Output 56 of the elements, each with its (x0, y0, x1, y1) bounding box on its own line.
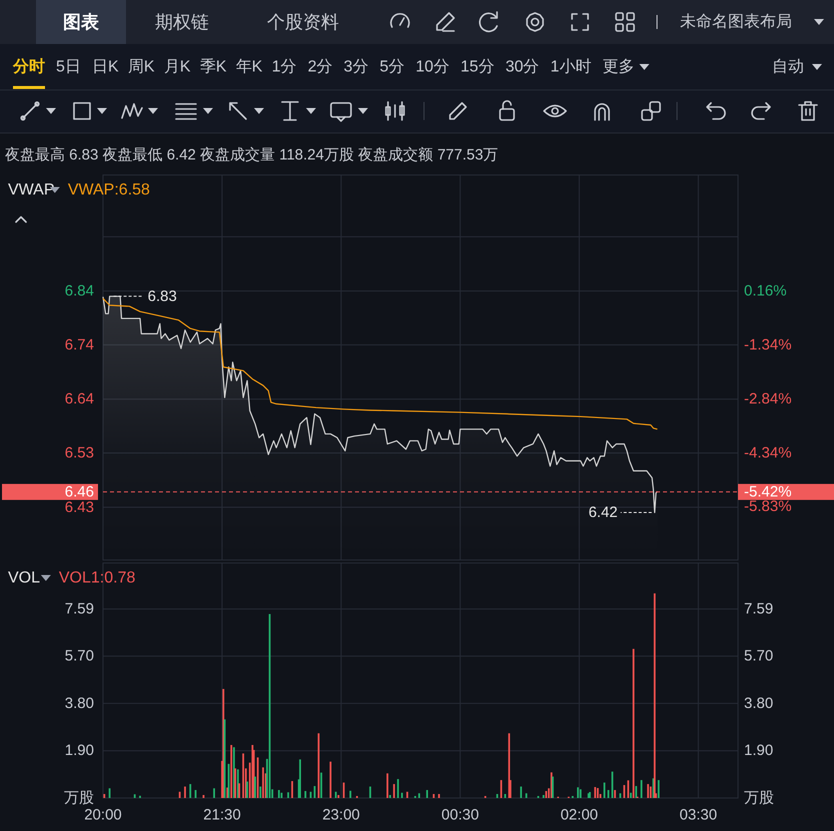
y2-tick-label: 0.16% (744, 282, 787, 300)
chart-title: VOL (8, 570, 40, 586)
y-tick-label: 6.43 (64, 498, 94, 516)
text: 年K (236, 58, 263, 76)
text: 3分 (344, 58, 369, 76)
chart-title: VWAP (8, 182, 55, 198)
text: 10分 (416, 58, 450, 76)
text: 日K (92, 58, 119, 76)
text: 1小时 (550, 58, 592, 76)
text: 期权链 (155, 12, 209, 32)
ref-line-label: -5.42% (744, 483, 792, 500)
y2-tick-label: -2.84% (744, 390, 792, 408)
y2-tick-label: 万股 (744, 790, 774, 806)
y2-tick-label: -4.34% (744, 444, 792, 462)
chart-subtitle: 夜盘最高 6.83 夜盘最低 6.42 夜盘成交量 118.24万股 夜盘成交额 777.53万 (5, 146, 498, 164)
y-tick-label: 7.59 (64, 600, 94, 618)
annotation: 6.42 (588, 504, 618, 522)
x-tick-label: 23:00 (322, 806, 360, 824)
annotation: 6.83 (148, 288, 177, 305)
x-tick-label: 03:30 (680, 806, 718, 824)
text: 5分 (380, 58, 405, 76)
text: 15分 (460, 58, 494, 76)
y2-tick-label: 7.59 (744, 600, 774, 618)
x-tick-label: 02:00 (560, 806, 598, 824)
y2-tick-label: 1.90 (744, 742, 774, 760)
text: 图表 (63, 12, 99, 32)
text: 季K (200, 58, 227, 76)
text: 周K (128, 58, 155, 76)
x-tick-label: 20:00 (84, 806, 122, 824)
y2-tick-label: 5.70 (744, 648, 774, 665)
text: 6.46 (64, 483, 94, 500)
x-tick-label: 21:30 (203, 806, 241, 824)
y-tick-label: 3.80 (64, 694, 94, 712)
text: VWAP:6.58 (68, 182, 150, 198)
y2-tick-label: 3.80 (744, 694, 774, 712)
y-tick-label: 万股 (64, 790, 94, 806)
text: 分时 (12, 58, 45, 76)
text: 5日 (56, 58, 81, 76)
text: 1分 (272, 58, 297, 76)
y2-tick-label: -5.83% (744, 498, 792, 516)
text: 30分 (505, 58, 540, 76)
y-tick-label: 6.64 (64, 390, 94, 408)
y-tick-label: 5.70 (64, 648, 94, 665)
text: 更多 (602, 58, 634, 76)
text: 2分 (308, 58, 333, 76)
text: 自动 (772, 58, 804, 76)
text: 月K (164, 58, 191, 76)
y2-tick-label: -1.34% (744, 336, 792, 354)
y-tick-label: 6.84 (64, 282, 94, 300)
x-tick-label: 00:30 (441, 806, 479, 824)
y-tick-label: 1.90 (64, 742, 94, 760)
text: 个股资料 (267, 12, 339, 32)
y-tick-label: 6.53 (64, 444, 94, 462)
annotation: VOL1:0.78 (58, 570, 136, 586)
y-tick-label: 6.74 (64, 336, 94, 354)
text: 未命名图表布局 (680, 12, 792, 30)
